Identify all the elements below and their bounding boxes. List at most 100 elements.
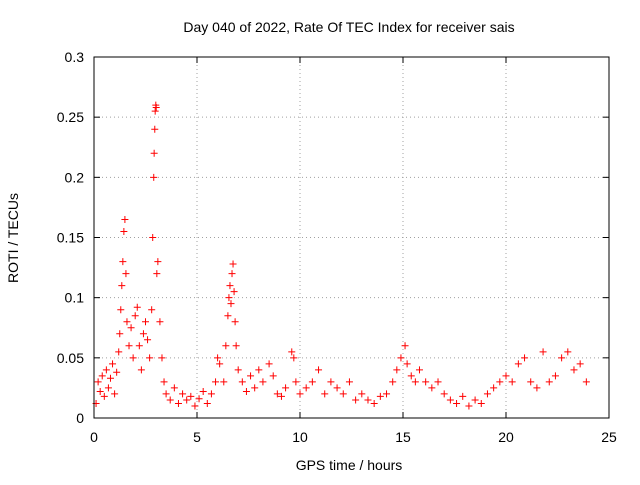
chart-title: Day 040 of 2022, Rate Of TEC Index for r…	[183, 19, 514, 35]
data-point	[109, 360, 117, 368]
data-point	[521, 354, 529, 362]
data-point	[144, 336, 152, 344]
data-point	[207, 390, 215, 398]
data-point	[383, 390, 391, 398]
data-point	[496, 378, 504, 386]
data-point	[153, 270, 161, 278]
data-point	[203, 400, 211, 408]
data-point	[277, 392, 285, 400]
data-point	[465, 402, 473, 410]
y-tick-label: 0.05	[57, 350, 84, 366]
data-point	[273, 390, 281, 398]
data-point	[139, 330, 147, 338]
data-point	[570, 366, 578, 374]
data-point	[364, 396, 372, 404]
data-point	[129, 354, 137, 362]
data-point	[146, 354, 154, 362]
data-point	[100, 392, 108, 400]
data-point	[564, 348, 572, 356]
data-point	[120, 227, 128, 235]
x-tick-label: 0	[90, 429, 98, 445]
data-point	[545, 378, 553, 386]
data-point	[174, 400, 182, 408]
data-point	[333, 384, 341, 392]
data-point	[226, 282, 234, 290]
data-point	[290, 354, 298, 362]
data-point	[227, 300, 235, 308]
data-point	[459, 392, 467, 400]
data-point	[302, 384, 310, 392]
data-point	[308, 378, 316, 386]
data-point	[514, 360, 522, 368]
data-point	[259, 378, 267, 386]
data-point	[352, 396, 360, 404]
data-point	[370, 400, 378, 408]
data-point	[483, 390, 491, 398]
x-tick-label: 15	[395, 429, 411, 445]
y-axis-title: ROTI / TECUs	[5, 193, 21, 283]
data-point	[116, 330, 124, 338]
data-point	[151, 107, 159, 115]
data-point	[220, 378, 228, 386]
data-point	[158, 354, 166, 362]
data-point	[142, 318, 149, 326]
y-tick-label: 0.3	[65, 49, 85, 65]
data-point	[403, 360, 411, 368]
data-point	[376, 392, 384, 400]
data-point	[539, 348, 547, 356]
data-point	[137, 366, 145, 374]
data-point	[446, 396, 454, 404]
data-point	[265, 360, 273, 368]
data-point	[321, 390, 329, 398]
data-point	[106, 374, 114, 382]
data-point	[397, 354, 405, 362]
data-point	[148, 306, 156, 314]
data-point	[131, 312, 139, 320]
data-point	[582, 378, 590, 386]
data-point	[133, 303, 141, 311]
data-point	[183, 396, 191, 404]
x-tick-label: 5	[193, 429, 201, 445]
data-point	[296, 390, 304, 398]
data-point	[222, 342, 230, 350]
data-point	[401, 342, 409, 350]
data-point	[94, 378, 102, 386]
data-point	[551, 372, 559, 380]
data-point	[170, 384, 178, 392]
data-point	[428, 384, 436, 392]
data-point	[490, 384, 498, 392]
data-point	[508, 378, 516, 386]
y-tick-label: 0.2	[65, 169, 85, 185]
data-point	[118, 282, 126, 290]
data-point	[234, 366, 242, 374]
data-point	[214, 354, 222, 362]
y-tick-label: 0.25	[57, 109, 84, 125]
data-point	[345, 378, 353, 386]
data-point	[527, 378, 535, 386]
data-point	[111, 390, 119, 398]
data-point	[191, 402, 199, 410]
x-tick-label: 10	[292, 429, 308, 445]
data-point	[440, 390, 448, 398]
data-point	[255, 366, 263, 374]
data-point	[166, 396, 174, 404]
data-point	[576, 360, 584, 368]
data-point	[127, 324, 135, 332]
data-point	[393, 366, 401, 374]
data-point	[152, 104, 160, 112]
data-point	[232, 342, 240, 350]
data-point	[121, 215, 129, 223]
data-point	[415, 366, 423, 374]
y-tick-label: 0.1	[65, 290, 85, 306]
data-point	[228, 270, 236, 278]
data-point	[434, 378, 442, 386]
data-point	[151, 125, 159, 133]
data-point	[251, 384, 259, 392]
grid-lines	[94, 57, 609, 418]
data-point	[339, 390, 347, 398]
axis-ticks: 0 5 10 15 20 25 0 0.05 0.1 0.15 0.2 0.25 0.3	[57, 49, 617, 445]
data-point	[231, 318, 239, 326]
data-point	[216, 360, 224, 368]
